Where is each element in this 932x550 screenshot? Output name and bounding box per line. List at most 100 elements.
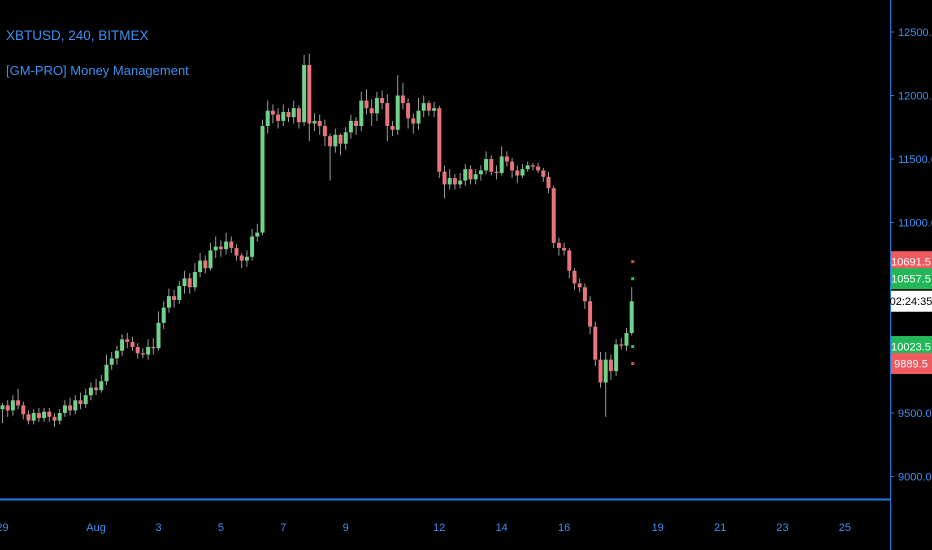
candle-body-up <box>265 110 270 126</box>
candle <box>21 401 26 420</box>
price-badge-bg <box>891 268 932 290</box>
candle-body-down <box>68 405 73 411</box>
candle-body-down <box>364 100 369 109</box>
candle <box>317 114 322 135</box>
candle <box>374 91 379 121</box>
candle <box>146 339 151 360</box>
candle <box>593 321 598 367</box>
price-badge-red: 10691.5 <box>891 251 932 273</box>
candle-body-down <box>593 326 598 360</box>
level-marker <box>631 277 635 281</box>
candle <box>270 104 275 124</box>
candle <box>302 54 307 126</box>
candle <box>354 117 359 135</box>
level-marker <box>631 260 635 264</box>
y-tick-label: 12000.0 <box>898 91 932 103</box>
x-tick-label: 25 <box>839 522 851 534</box>
candle <box>442 165 447 199</box>
candle <box>359 91 364 132</box>
candle <box>192 263 197 292</box>
candle-body-down <box>400 95 405 104</box>
price-axis: 12500.0 12000.0 11500.0 11000.0 9500.0 9000.0 <box>890 27 932 484</box>
candle <box>281 104 286 126</box>
price-badge-label: 02:24:35 <box>890 296 932 308</box>
candle <box>312 113 317 132</box>
candle-body-down <box>536 166 541 171</box>
candle <box>432 101 437 118</box>
candle <box>541 167 546 182</box>
candle-body-down <box>411 118 416 124</box>
candle-body-up <box>624 332 629 346</box>
candle-body-up <box>281 112 286 121</box>
candle <box>114 345 119 365</box>
candle <box>588 296 593 335</box>
indicator-legend[interactable]: [GM-PRO] Money Management <box>6 63 189 78</box>
candle-body-up <box>83 395 88 405</box>
candle-body-up <box>447 178 452 185</box>
candle-body-down <box>582 287 587 302</box>
candle-body-down <box>26 414 31 421</box>
candle <box>546 171 551 194</box>
candle-body-down <box>218 246 223 250</box>
candle-body-down <box>21 405 26 415</box>
candle-body-up <box>182 278 187 286</box>
candle <box>286 108 291 123</box>
candle-body-down <box>556 242 561 248</box>
candles-layer <box>0 53 634 427</box>
candle-body-down <box>369 108 374 114</box>
candle-body-down <box>307 65 312 124</box>
candle-body-up <box>312 120 317 124</box>
candle <box>406 98 411 129</box>
candle <box>582 283 587 309</box>
candle-body-up <box>603 359 608 383</box>
candle <box>161 301 166 330</box>
candle <box>447 169 452 190</box>
candle-body-up <box>333 134 338 147</box>
candle-body-down <box>551 188 556 243</box>
candle <box>458 172 463 189</box>
candle <box>478 165 483 181</box>
candle <box>151 338 156 355</box>
candle <box>94 378 99 396</box>
candle <box>556 237 561 256</box>
x-tick-label: 19 <box>652 522 664 534</box>
candle-body-up <box>432 108 437 111</box>
candle <box>473 169 478 185</box>
candle <box>343 127 348 151</box>
candle <box>208 242 213 271</box>
candle-body-up <box>114 350 119 359</box>
candle <box>385 94 390 142</box>
candle <box>364 89 369 115</box>
candle-body-down <box>239 255 244 261</box>
candle-body-down <box>598 359 603 383</box>
candle <box>608 354 613 380</box>
candle <box>416 98 421 130</box>
candle <box>437 105 442 179</box>
candle <box>536 162 541 173</box>
candle <box>234 244 239 261</box>
candle-body-down <box>338 134 343 144</box>
candle-body-down <box>354 120 359 126</box>
price-badge-white: 02:24:35 <box>890 290 932 312</box>
candle <box>463 164 468 186</box>
price-badge-green: 10023.5 <box>891 336 932 358</box>
candle <box>5 400 10 417</box>
candle-body-down <box>296 108 301 123</box>
candle <box>166 288 171 313</box>
candle <box>187 273 192 294</box>
candle <box>99 374 104 393</box>
symbol-legend[interactable]: XBTUSD, 240, BITMEX <box>6 28 149 43</box>
time-axis: 29 Aug 3 5 7 9 12 14 16 19 21 23 25 <box>0 522 851 534</box>
candle <box>57 409 62 425</box>
candle-body-up <box>208 250 213 269</box>
candle-body-up <box>62 405 67 413</box>
candle-body-up <box>250 236 255 257</box>
candle-body-down <box>36 413 41 419</box>
candle <box>598 352 603 388</box>
candle-body-down <box>276 114 281 121</box>
candle-body-down <box>229 241 234 248</box>
price-badge-bg <box>891 353 932 375</box>
candle-body-down <box>135 346 140 354</box>
